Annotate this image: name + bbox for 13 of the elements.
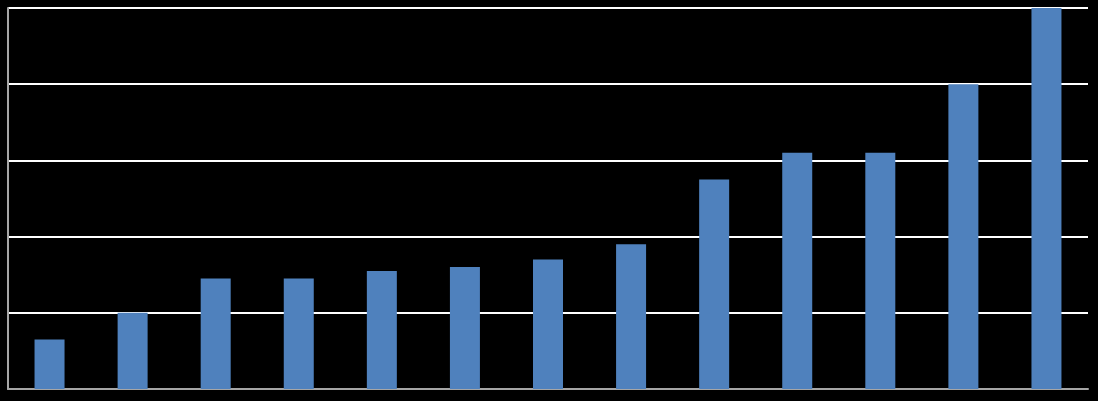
bar (200, 278, 231, 389)
bar (449, 267, 480, 389)
bar (865, 152, 896, 389)
bar (533, 259, 563, 389)
bar (1031, 8, 1062, 389)
bar (782, 152, 813, 389)
bar (366, 270, 397, 389)
bar (699, 179, 730, 389)
bar (117, 312, 148, 389)
bar (283, 278, 314, 389)
bar (34, 339, 65, 389)
bar (948, 84, 979, 389)
bar (616, 244, 647, 389)
